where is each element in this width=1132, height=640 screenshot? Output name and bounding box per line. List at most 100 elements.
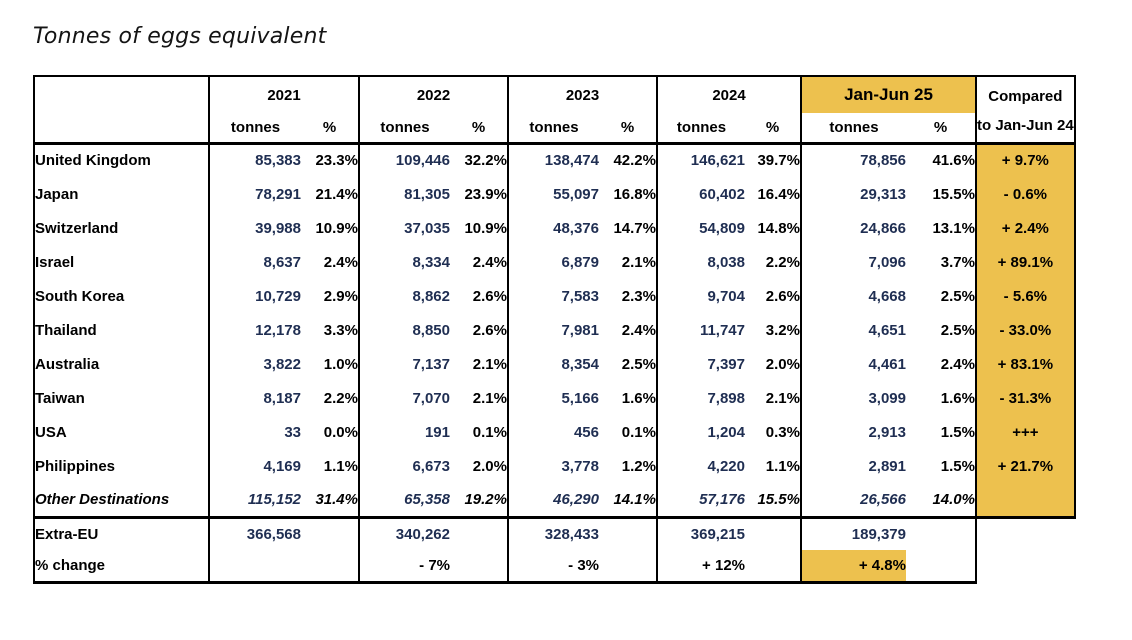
footer-value: + 12%: [656, 550, 745, 584]
footer-row: % change - 7% - 3% + 12% + 4.8%: [33, 550, 1075, 584]
year-header-2022: 2022: [358, 75, 508, 113]
pct-value: 2.0%: [472, 457, 507, 475]
pct-value: 3.3%: [323, 321, 358, 339]
table-row: Thailand 12,178 3.3% 8,850 2.6% 7,981 2.4% 11,7…: [33, 313, 1076, 347]
tonnes-value: 4,668: [800, 279, 906, 313]
pct-value: 2.5%: [621, 355, 656, 373]
row-label: South Korea: [33, 279, 209, 313]
pct-value: 2.4%: [940, 355, 975, 373]
tonnes-value: 8,038: [656, 245, 745, 279]
subheader-pct-2024: %: [745, 113, 801, 145]
tonnes-value: 37,035: [358, 211, 450, 245]
pct-value: 3.7%: [940, 253, 975, 271]
table-row: USA 33 0.0% 191 0.1% 456 0.1% 1,204 0.3% 2,913 1.5…: [33, 415, 1076, 449]
tonnes-value: 4,220: [656, 449, 745, 483]
tonnes-value: 7,981: [507, 313, 599, 347]
year-header-2023: 2023: [507, 75, 657, 113]
pct-value: 32.2%: [464, 152, 507, 170]
pct-value: 16.4%: [757, 185, 800, 203]
tonnes-value: 10,729: [208, 279, 301, 313]
footer-value: + 4.8%: [800, 550, 906, 584]
footer-pct-spacer: [906, 517, 977, 550]
pct-value: 0.0%: [323, 423, 358, 441]
tonnes-value: 191: [358, 415, 450, 449]
tonnes-value: 2,891: [800, 449, 906, 483]
tonnes-value: 3,099: [800, 381, 906, 415]
pct-value: 15.5%: [932, 185, 975, 203]
pct-value: 1.6%: [621, 389, 656, 407]
pct-value: 1.6%: [940, 389, 975, 407]
footer-pct-spacer: [301, 517, 359, 550]
tonnes-value: 78,856: [800, 143, 906, 177]
compared-value: + 83.1%: [975, 347, 1076, 381]
table-row: Philippines 4,169 1.1% 6,673 2.0% 3,778 1.2% 4,…: [33, 449, 1076, 483]
tonnes-value: 12,178: [208, 313, 301, 347]
compared-header-cell: Compared to Jan-Jun 24: [975, 75, 1076, 145]
compared-value: +++: [975, 415, 1076, 449]
pct-value: 13.1%: [932, 219, 975, 237]
year-header-row: 2021 2022 2023 2024 Jan-Jun 25 Compared …: [33, 75, 1076, 145]
footer-pct-spacer: [745, 517, 801, 550]
footer-value: 369,215: [656, 517, 745, 550]
tonnes-value: 4,651: [800, 313, 906, 347]
footer-value: - 3%: [507, 550, 599, 584]
tonnes-value: 138,474: [507, 143, 599, 177]
pct-value: 1.5%: [940, 423, 975, 441]
corner-cell: [33, 75, 209, 145]
pct-value: 0.3%: [765, 423, 800, 441]
pct-value: 21.4%: [315, 185, 358, 203]
footer-value: - 7%: [358, 550, 450, 584]
subheader-tonnes-2024: tonnes: [656, 113, 745, 145]
row-label: Taiwan: [33, 381, 209, 415]
footer-pct-spacer: [745, 550, 801, 584]
pct-value: 0.1%: [621, 423, 656, 441]
row-label: USA: [33, 415, 209, 449]
tonnes-value: 146,621: [656, 143, 745, 177]
tonnes-value: 7,898: [656, 381, 745, 415]
tonnes-value: 60,402: [656, 177, 745, 211]
compared-value: [975, 483, 1076, 519]
compared-value: - 33.0%: [975, 313, 1076, 347]
pct-value: 2.5%: [940, 321, 975, 339]
pct-value: 1.0%: [323, 355, 358, 373]
tonnes-value: 8,334: [358, 245, 450, 279]
tonnes-value: 3,778: [507, 449, 599, 483]
tonnes-value: 85,383: [208, 143, 301, 177]
tonnes-value: 48,376: [507, 211, 599, 245]
footer-value: [208, 550, 301, 584]
tonnes-value: 8,187: [208, 381, 301, 415]
table-row: Australia 3,822 1.0% 7,137 2.1% 8,354 2.5% 7,39…: [33, 347, 1076, 381]
tonnes-value: 8,354: [507, 347, 599, 381]
subheader-tonnes-2022: tonnes: [358, 113, 450, 145]
pct-value: 31.4%: [301, 483, 359, 519]
pct-value: 2.9%: [323, 287, 358, 305]
tonnes-value: 81,305: [358, 177, 450, 211]
subheader-tonnes-janjun25: tonnes: [800, 113, 906, 145]
compared-value: + 21.7%: [975, 449, 1076, 483]
tonnes-value: 7,397: [656, 347, 745, 381]
footer-row: Extra-EU 366,568 340,262 328,433 369,215 189,…: [33, 517, 1075, 550]
row-label: United Kingdom: [33, 143, 209, 177]
tonnes-value: 7,583: [507, 279, 599, 313]
tonnes-value: 57,176: [656, 483, 745, 519]
pct-value: 10.9%: [315, 219, 358, 237]
pct-value: 41.6%: [932, 152, 975, 170]
compared-value: - 31.3%: [975, 381, 1076, 415]
year-header-2024: 2024: [656, 75, 801, 113]
footer-label: % change: [33, 550, 209, 584]
page-title: Tonnes of eggs equivalent: [33, 24, 327, 49]
pct-value: 1.1%: [765, 457, 800, 475]
compared-value: - 5.6%: [975, 279, 1076, 313]
table-body: United Kingdom 85,383 23.3% 109,446 32.2% 138…: [33, 143, 1076, 519]
tonnes-value: 8,862: [358, 279, 450, 313]
pct-value: 14.7%: [613, 219, 656, 237]
tonnes-value: 78,291: [208, 177, 301, 211]
pct-value: 23.3%: [315, 152, 358, 170]
pct-value: 1.1%: [323, 457, 358, 475]
footer-value: 366,568: [208, 517, 301, 550]
subheader-pct-2022: %: [450, 113, 508, 145]
footer-pct-spacer: [450, 517, 508, 550]
pct-value: 2.1%: [472, 389, 507, 407]
pct-value: 2.2%: [765, 253, 800, 271]
